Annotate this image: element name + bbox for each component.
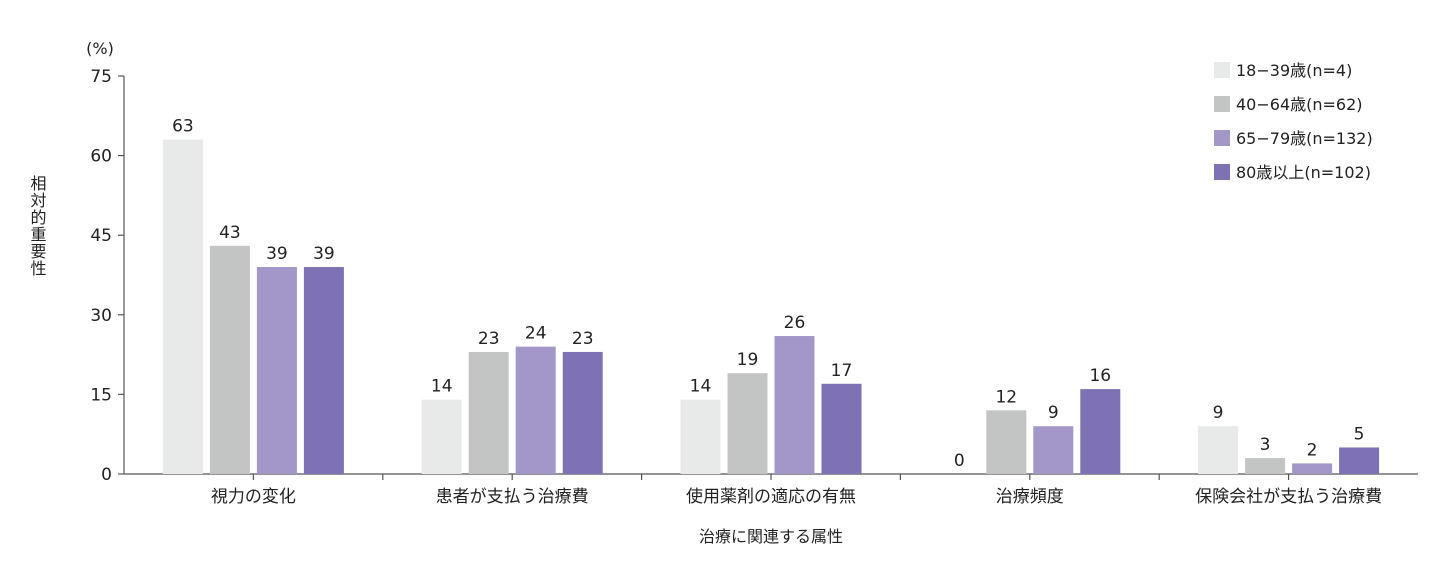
data-label: 23 (572, 329, 594, 349)
data-label: 12 (995, 387, 1017, 407)
bar (1292, 463, 1333, 474)
bar (421, 399, 462, 474)
data-label: 19 (737, 350, 759, 370)
y-tick-label: 75 (90, 67, 112, 87)
x-axis-title: 治療に関連する属性 (699, 527, 843, 546)
data-label: 43 (219, 223, 241, 243)
legend-swatch (1214, 62, 1230, 78)
legend: 18−39歳(n=4) 40−64歳(n=62) 65−79歳(n=132) 80歳以… (1214, 61, 1373, 182)
legend-swatch (1214, 130, 1230, 146)
y-tick-label: 45 (90, 226, 112, 246)
y-axis-title: 相対的重要性 (28, 175, 47, 277)
x-category-label: 保険会社が支払う治療費 (1195, 487, 1382, 507)
bar (1339, 447, 1380, 474)
bar (774, 336, 815, 474)
legend-label: 40−64歳(n=62) (1236, 95, 1363, 114)
x-category-label: 視力の変化 (211, 487, 296, 507)
data-label: 39 (266, 244, 288, 264)
bar (303, 267, 344, 474)
bar (727, 373, 768, 474)
data-label: 14 (690, 377, 712, 397)
data-label: 14 (431, 377, 453, 397)
data-label: 9 (1048, 403, 1059, 423)
legend-label: 65−79歳(n=132) (1236, 129, 1373, 148)
legend-label: 18−39歳(n=4) (1236, 61, 1352, 80)
data-label: 0 (954, 451, 965, 471)
bar (209, 245, 250, 474)
legend-label: 80歳以上(n=102) (1236, 163, 1371, 182)
bar (1033, 426, 1074, 474)
bar (562, 351, 603, 474)
data-label: 24 (525, 324, 547, 344)
data-label: 3 (1260, 435, 1271, 455)
bar (256, 267, 297, 474)
data-label: 16 (1089, 366, 1111, 386)
y-unit-label: (%) (86, 39, 114, 58)
data-label: 17 (831, 361, 853, 381)
y-tick-label: 60 (90, 147, 112, 167)
x-category-label: 患者が支払う治療費 (436, 487, 589, 507)
data-label: 63 (172, 117, 194, 137)
data-label: 23 (478, 329, 500, 349)
data-label: 5 (1354, 424, 1365, 444)
bar (515, 346, 556, 474)
legend-swatch (1214, 164, 1230, 180)
bar (986, 410, 1027, 474)
data-label: 39 (313, 244, 335, 264)
bar (162, 139, 203, 474)
y-tick-label: 30 (90, 306, 112, 326)
x-category-label: 使用薬剤の適応の有無 (686, 486, 856, 507)
bar (821, 383, 862, 474)
data-label: 2 (1307, 440, 1318, 460)
legend-swatch (1214, 96, 1230, 112)
bar (1198, 426, 1239, 474)
data-label: 9 (1213, 403, 1224, 423)
y-tick-label: 0 (101, 465, 112, 485)
x-category-label: 治療頻度 (996, 487, 1064, 507)
bar (680, 399, 721, 474)
bar (1245, 458, 1286, 474)
y-tick-label: 15 (90, 385, 112, 405)
data-label: 26 (784, 313, 806, 333)
bar (468, 351, 509, 474)
bars (162, 139, 1380, 474)
bar (1080, 389, 1121, 474)
